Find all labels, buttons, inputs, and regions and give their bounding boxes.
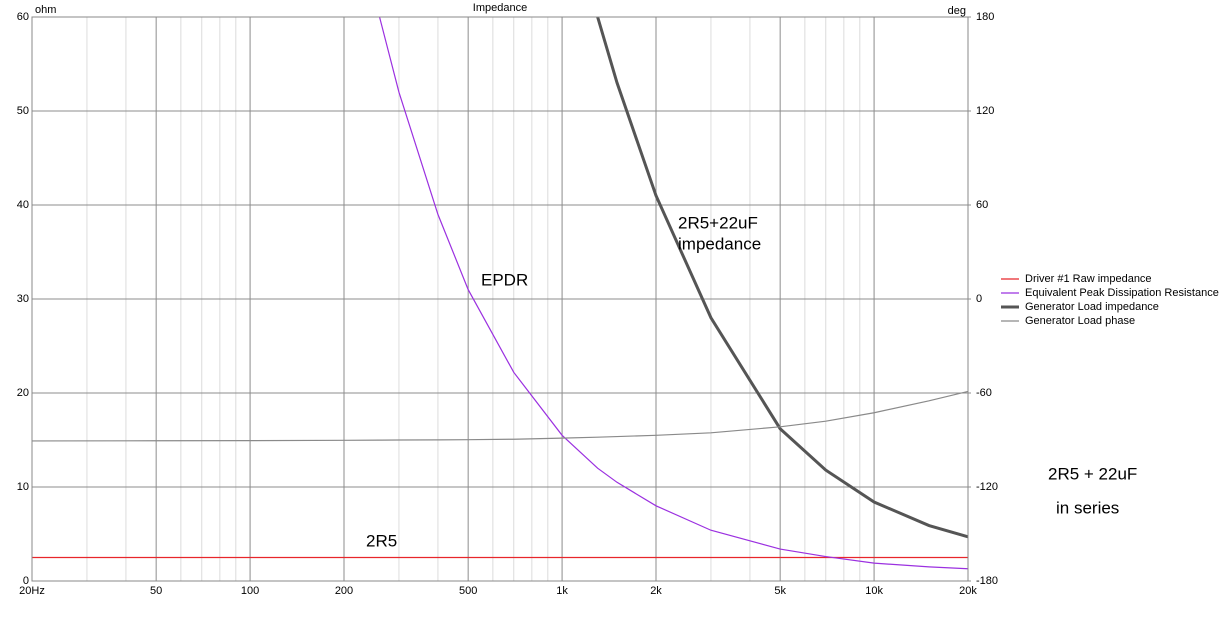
y-tick-label: 60 — [17, 11, 29, 23]
y-tick-label: 10 — [17, 481, 29, 493]
y-axis-label: ohm — [35, 4, 56, 16]
legend-label: Driver #1 Raw impedance — [1025, 273, 1152, 285]
legend-label: Equivalent Peak Dissipation Resistance — [1025, 287, 1219, 299]
annotation: EPDR — [481, 270, 528, 289]
y-tick-label: 40 — [17, 199, 29, 211]
y-tick-label: 20 — [17, 387, 29, 399]
plot-lines — [32, 17, 968, 570]
annotation: 2R5 + 22uF — [1048, 464, 1137, 483]
series-line — [32, 390, 968, 442]
y2-tick-label: 60 — [976, 199, 988, 211]
x-tick-label: 100 — [241, 585, 259, 597]
x-tick-label: 200 — [335, 585, 353, 597]
x-tick-label: 20Hz — [19, 585, 45, 597]
y2-tick-label: -60 — [976, 387, 992, 399]
x-tick-label: 2k — [650, 585, 662, 597]
y2-tick-label: 180 — [976, 11, 994, 23]
x-tick-label: 5k — [774, 585, 786, 597]
y2-tick-label: 0 — [976, 293, 982, 305]
x-tick-label: 1k — [556, 585, 568, 597]
series-line — [378, 17, 968, 570]
y-tick-label: 0 — [23, 575, 29, 587]
y-tick-label: 30 — [17, 293, 29, 305]
annotation: impedance — [678, 234, 761, 253]
legend-label: Generator Load impedance — [1025, 301, 1159, 313]
y2-tick-label: 120 — [976, 105, 994, 117]
legend: Driver #1 Raw impedance Equivalent Peak D… — [1001, 273, 1219, 327]
x-tick-label: 500 — [459, 585, 477, 597]
annotation: 2R5+22uF — [678, 213, 758, 232]
y2-axis-label: deg — [948, 5, 966, 17]
x-tick-label: 20k — [959, 585, 977, 597]
chart-title: Impedance — [473, 2, 527, 14]
x-tick-label: 10k — [865, 585, 883, 597]
annotation: 2R5 — [366, 531, 397, 550]
plot-frame — [31, 16, 969, 582]
annotation: in series — [1056, 498, 1119, 517]
series-line — [596, 17, 968, 539]
y2-tick-label: -120 — [976, 481, 998, 493]
legend-label: Generator Load phase — [1025, 315, 1135, 327]
x-tick-label: 50 — [150, 585, 162, 597]
y-tick-label: 50 — [17, 105, 29, 117]
y2-tick-label: -180 — [976, 575, 998, 587]
